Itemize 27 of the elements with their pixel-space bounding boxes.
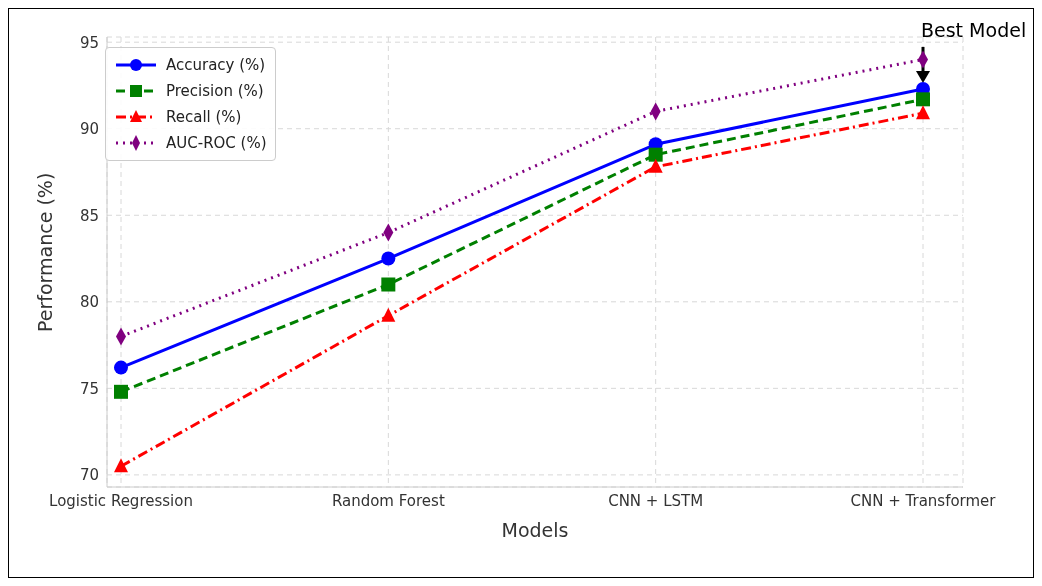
point [381, 251, 396, 266]
x-tick-label: CNN + Transformer [850, 491, 997, 510]
y-tick-label: 75 [79, 379, 99, 398]
point [114, 384, 128, 399]
point [114, 360, 128, 375]
point [114, 458, 128, 473]
y-tick-label: 80 [79, 293, 99, 312]
legend-label: AUC-ROC (%) [166, 134, 267, 152]
y-tick-label: 70 [79, 466, 99, 485]
y-tick-label: 90 [79, 120, 99, 139]
y-tick-label: 85 [79, 206, 99, 225]
point [381, 277, 396, 292]
y-axis-title: Performance (%) [33, 172, 56, 332]
point [916, 105, 930, 120]
x-tick-label: CNN + LSTM [608, 491, 704, 510]
x-axis-title: Models [501, 519, 569, 541]
point [916, 92, 930, 107]
legend-label: Precision (%) [166, 82, 264, 100]
legend-label: Accuracy (%) [166, 56, 266, 74]
annotation: Best Model [921, 18, 1027, 41]
x-tick-label: Random Forest [331, 491, 445, 510]
point [648, 158, 663, 173]
legend-label: Recall (%) [166, 108, 242, 126]
point [381, 307, 396, 322]
x-tick-label: Logistic Regression [49, 491, 193, 510]
y-tick-label: 95 [79, 33, 99, 52]
point [648, 147, 663, 162]
